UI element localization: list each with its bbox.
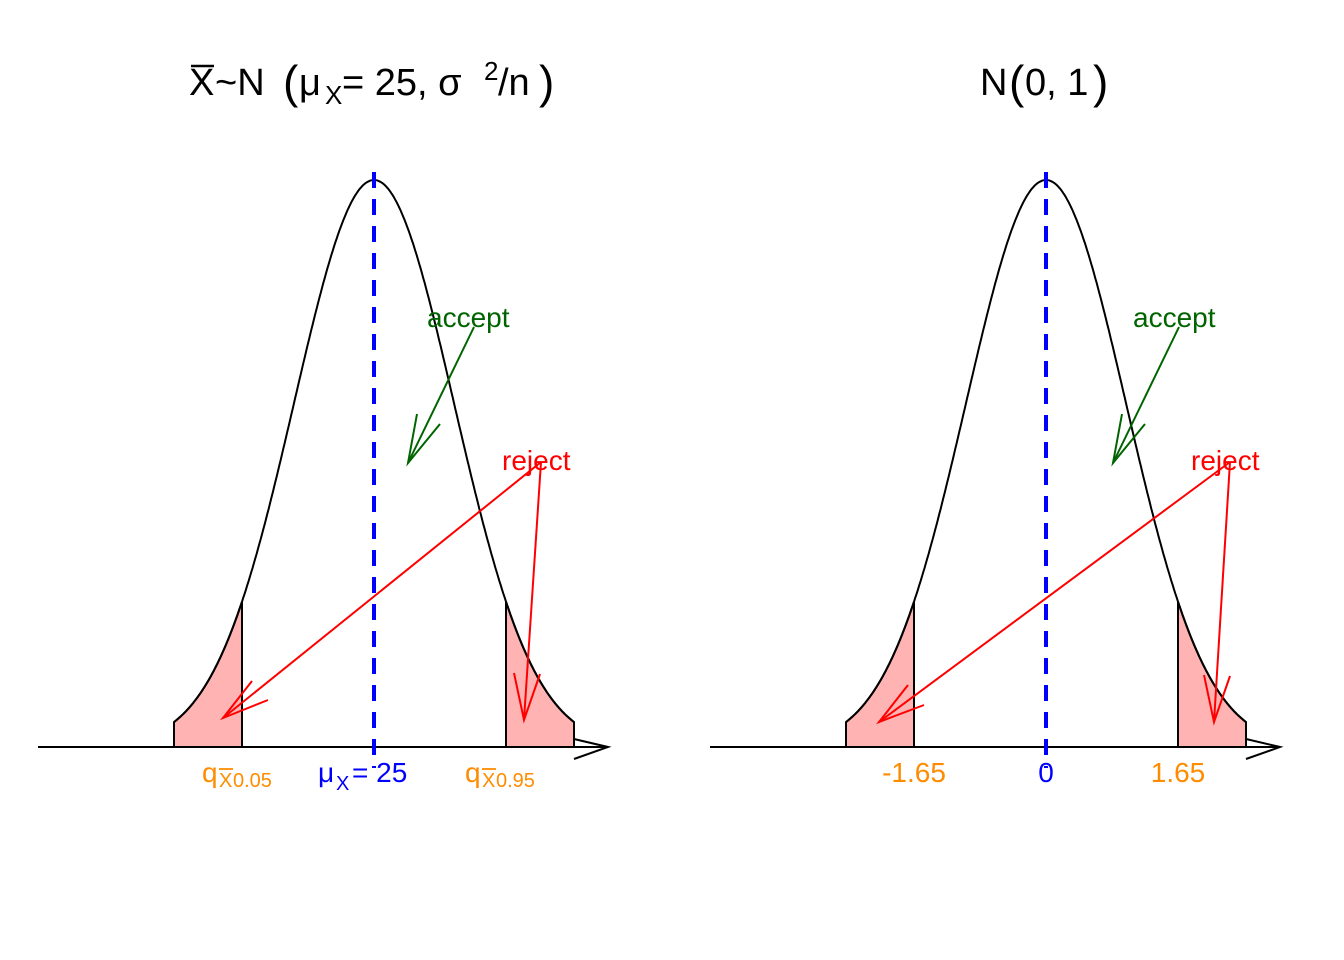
title-mu: μ xyxy=(299,62,321,104)
title-close-paren: ) xyxy=(1093,56,1108,108)
lower-q: q xyxy=(202,757,218,788)
upper-reject-region xyxy=(1177,601,1247,748)
title-open-paren: ( xyxy=(283,56,299,108)
reject-arrows xyxy=(219,461,542,724)
title-mu-subscript: X xyxy=(325,80,342,110)
center-zero-label: 0 xyxy=(1038,757,1054,788)
title-superscript: 2 xyxy=(484,56,498,86)
upper-critical-label: 1.65 xyxy=(1151,757,1206,788)
accept-arrow xyxy=(1111,326,1180,467)
title-tail: /n xyxy=(498,62,530,104)
x-axis-arrowhead xyxy=(1245,738,1284,760)
x-axis-arrowhead xyxy=(573,738,612,760)
upper-q: q xyxy=(465,757,481,788)
right-panel-title: N ( 0, 1 ) xyxy=(980,56,1108,108)
upper-q-xbar: X xyxy=(482,770,495,792)
title-open-paren: ( xyxy=(1009,56,1025,108)
center-mu-sub: X xyxy=(336,773,349,795)
reject-label: reject xyxy=(1191,445,1260,476)
lower-q-prob: 0.05 xyxy=(233,770,272,792)
center-mu: μ xyxy=(318,757,334,788)
reject-label: reject xyxy=(502,445,571,476)
title-tilde-n: ~N xyxy=(215,62,265,104)
center-mean-label: μ X = 25 xyxy=(318,757,407,795)
accept-label: accept xyxy=(427,302,510,333)
lower-q-xbar: X xyxy=(219,770,232,792)
title-args: 0, 1 xyxy=(1025,62,1088,104)
title-xbar: X xyxy=(189,62,214,104)
reject-arrows xyxy=(876,461,1231,726)
lower-quantile-label: q X 0.05 xyxy=(202,757,272,792)
lower-reject-region xyxy=(845,601,915,748)
right-panel: N ( 0, 1 ) accept reject -1.65 0 1.65 xyxy=(710,56,1284,788)
accept-label: accept xyxy=(1133,302,1216,333)
accept-arrow xyxy=(406,326,475,467)
left-panel: X ~N ( μ X = 25, σ 2 /n ) accept xyxy=(38,56,612,795)
title-equals: = 25, σ xyxy=(342,62,462,104)
title-n: N xyxy=(980,62,1007,104)
upper-q-prob: 0.95 xyxy=(496,770,535,792)
lower-critical-label: -1.65 xyxy=(882,757,946,788)
center-value: = 25 xyxy=(352,757,407,788)
lower-reject-region xyxy=(173,601,243,748)
upper-quantile-label: q X 0.95 xyxy=(465,757,535,792)
left-panel-title: X ~N ( μ X = 25, σ 2 /n ) xyxy=(189,56,554,110)
title-close-paren: ) xyxy=(539,56,554,108)
